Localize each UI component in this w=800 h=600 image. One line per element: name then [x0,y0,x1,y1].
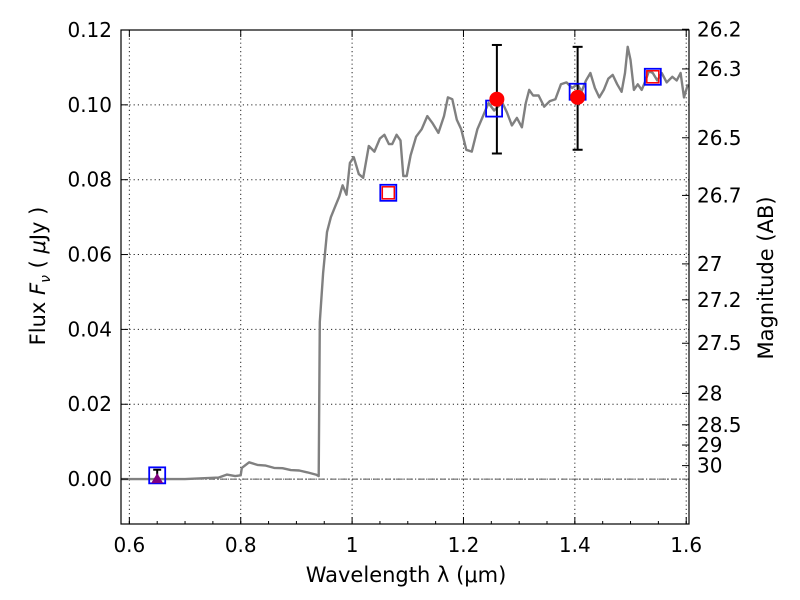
x-axis-label: Wavelength λ (μm) [306,563,507,587]
upper-limit-marker [151,473,164,484]
x-axis-ticks: 0.6 0.8 1 1.2 1.4 1.6 [113,30,702,557]
model-band-box-red [646,70,660,84]
y-axis-label-right: Magnitude (AB) [754,196,778,359]
y-tick-label: 0.12 [67,18,112,42]
magnitude-tick-label: 30 [697,454,722,478]
y-tick-label: 0.06 [67,243,112,267]
plot-area [121,43,690,485]
magnitude-tick-label: 27.2 [697,288,742,312]
x-tick-label: 0.6 [113,533,145,557]
magnitude-tick-label: 27.5 [697,331,742,355]
x-tick-label: 1.2 [448,533,480,557]
magnitude-tick-label: 27 [697,252,722,276]
magnitude-tick-label: 26.3 [697,57,742,81]
x-tick-label: 0.8 [225,533,257,557]
model-band-box-red [381,186,396,200]
magnitude-tick-label: 28.5 [697,413,742,437]
grid-lines [121,29,689,524]
model-band-box-blue [379,183,398,202]
magnitude-tick-label: 26.7 [697,183,742,207]
plot-frame [120,29,690,525]
model-band-box-blue [148,466,167,485]
magnitude-tick-label: 29 [697,433,722,457]
y-tick-label: 0.00 [67,467,112,491]
data-markers [148,43,662,485]
y-axis-label-left: Flux Fν ( μJy ) [26,207,54,346]
observed-flux-point [570,89,586,105]
model-spectrum-line [121,45,690,481]
y-tick-label: 0.04 [67,317,112,341]
y-tick-label: 0.10 [67,93,112,117]
x-tick-label: 1 [346,533,359,557]
magnitude-tick-label: 28 [697,381,722,405]
y-tick-label: 0.02 [67,392,112,416]
model-band-box-blue [643,67,662,86]
observed-flux-point [489,91,505,107]
y-tick-label: 0.08 [67,168,112,192]
x-tick-label: 1.6 [670,533,702,557]
magnitude-tick-label: 26.2 [697,17,742,41]
x-tick-label: 1.4 [559,533,591,557]
magnitude-tick-label: 26.5 [697,126,742,150]
y-axis-ticks: 0.00 0.02 0.04 0.06 0.08 0.10 0.12 [67,18,128,491]
